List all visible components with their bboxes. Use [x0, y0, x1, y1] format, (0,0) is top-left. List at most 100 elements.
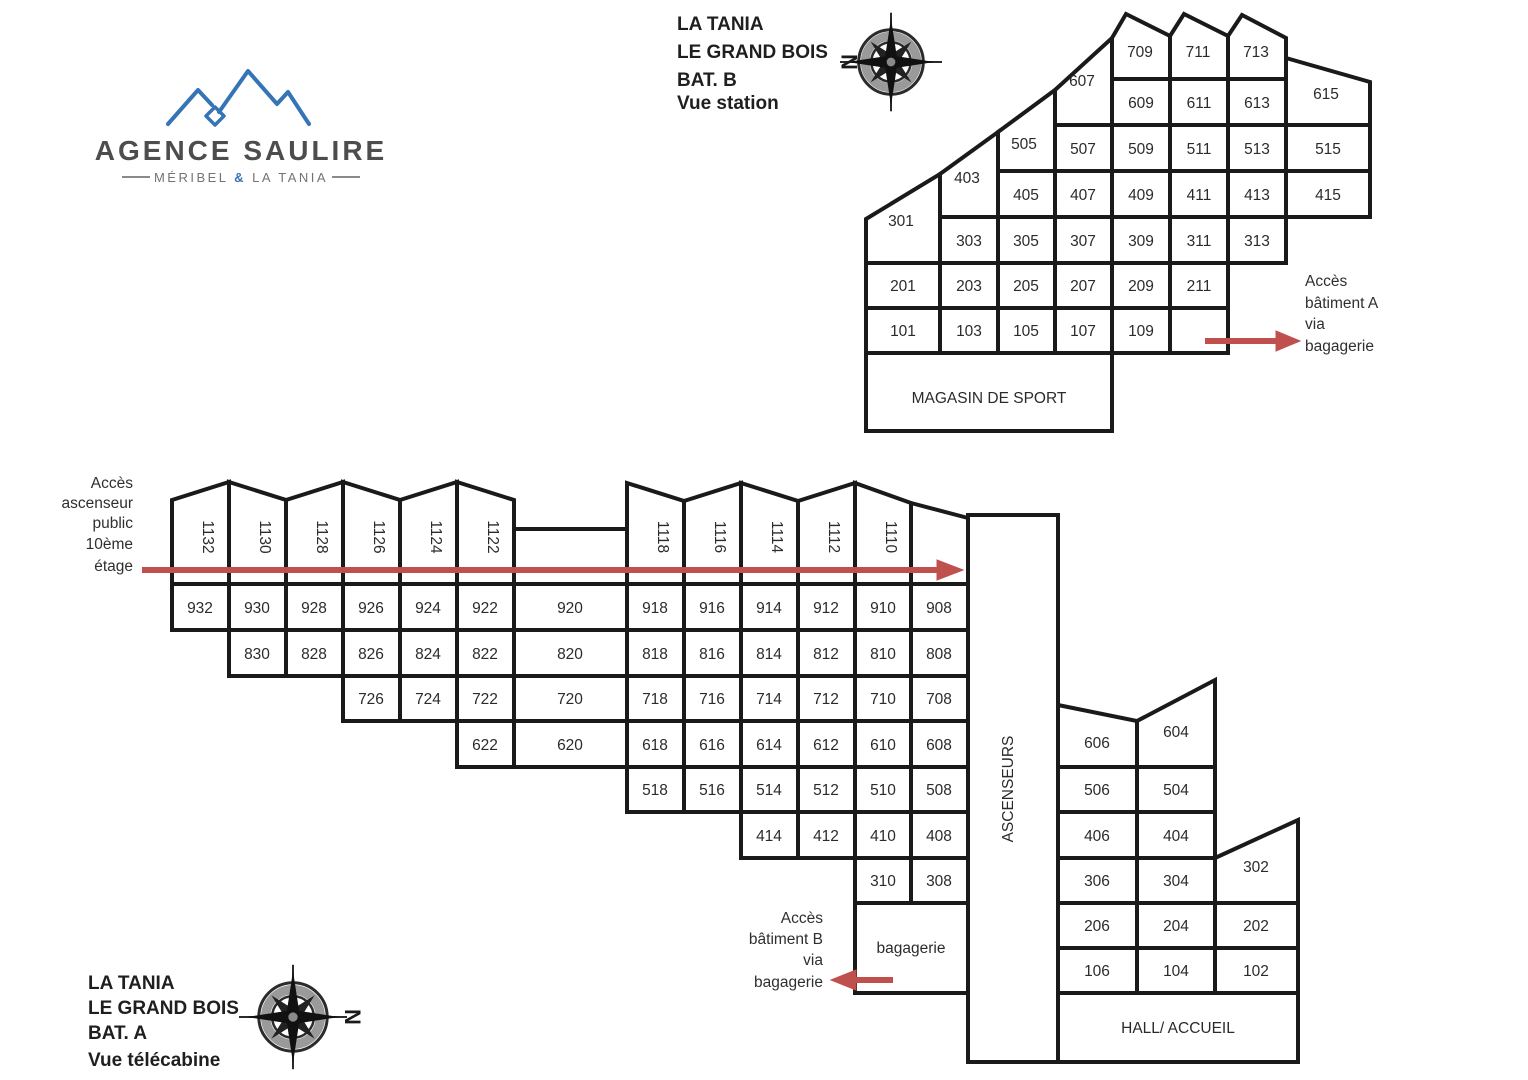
building-b-title-line2: LE GRAND BOIS	[677, 42, 828, 63]
room-718-label: 718	[642, 691, 668, 708]
room-411-label: 411	[1187, 187, 1212, 204]
access-bat-a-arrow-icon	[1205, 330, 1302, 352]
room-818-label: 818	[642, 646, 668, 663]
room-926-label: 926	[358, 600, 384, 617]
room-101-label: 101	[890, 323, 916, 340]
room-609-label: 609	[1128, 95, 1154, 112]
magasin-de-sport	[864, 351, 1114, 433]
access-bat-b-note: Accès bâtiment B via bagagerie	[749, 910, 823, 991]
room-830-label: 830	[244, 646, 270, 663]
building-a-title-line2: LE GRAND BOIS	[88, 998, 239, 1019]
agency-subtitle-post: LA TANIA	[246, 170, 328, 185]
public-elevator-note-line2: ascenseur	[61, 495, 133, 512]
room-107-label: 107	[1070, 323, 1096, 340]
room-207-label: 207	[1070, 278, 1096, 295]
room-313	[1226, 215, 1288, 265]
north-letter: N	[837, 54, 862, 70]
room-914	[739, 582, 800, 632]
room-928-label: 928	[301, 600, 327, 617]
bagagerie-label: bagagerie	[877, 940, 946, 957]
room-304-label: 304	[1163, 873, 1189, 890]
room-604-label: 604	[1163, 724, 1189, 741]
building-a-title-line1: LA TANIA	[88, 973, 175, 994]
access-bat-a-note-line3: via	[1305, 316, 1325, 333]
room-205-label: 205	[1013, 278, 1039, 295]
room-932-label: 932	[187, 600, 213, 617]
room-409-label: 409	[1128, 187, 1154, 204]
room-109-label: 109	[1128, 323, 1154, 340]
ascenseurs-tower-label: ASCENSEURS	[1000, 736, 1017, 843]
building-a-title: LA TANIA LE GRAND BOIS BAT. A Vue téléca…	[88, 973, 239, 1071]
room-808-label: 808	[926, 646, 952, 663]
room-412	[796, 810, 857, 860]
room-622-label: 622	[472, 737, 498, 754]
room-816-label: 816	[699, 646, 725, 663]
room-209-label: 209	[1128, 278, 1154, 295]
agency-subtitle: MÉRIBEL & LA TANIA	[154, 170, 328, 185]
access-bat-b-note-line3: via	[803, 952, 823, 969]
room-203-label: 203	[956, 278, 982, 295]
room-202	[1213, 901, 1300, 950]
room-515	[1284, 123, 1372, 173]
room-204-label: 204	[1163, 918, 1189, 935]
mountain-logo-icon	[166, 69, 311, 127]
room-1130-label: 1130	[256, 520, 273, 554]
room-313-label: 313	[1244, 233, 1270, 250]
room-516	[682, 765, 743, 814]
room-1112-label: 1112	[825, 521, 842, 553]
room-211	[1168, 261, 1230, 310]
room-616-label: 616	[699, 737, 725, 754]
access-bat-b-note-line1: Accès	[781, 910, 823, 927]
room-103-label: 103	[956, 323, 982, 340]
room-413-label: 413	[1244, 187, 1270, 204]
room-403-label: 403	[954, 170, 980, 187]
room-612	[796, 719, 857, 769]
room-516-label: 516	[699, 782, 725, 799]
room-824	[398, 628, 459, 678]
room-415-label: 415	[1315, 187, 1341, 204]
room-826-label: 826	[358, 646, 384, 663]
room-104-label: 104	[1163, 963, 1189, 980]
room-814-label: 814	[756, 646, 782, 663]
access-bat-b-arrow-icon	[829, 969, 893, 991]
room-409	[1110, 169, 1172, 219]
room-506-label: 506	[1084, 782, 1110, 799]
room-405-label: 405	[1013, 187, 1039, 204]
room-1110-label: 1110	[882, 521, 899, 554]
room-508-label: 508	[926, 782, 952, 799]
compass-icon-north-right: N	[239, 964, 365, 1070]
room-714-label: 714	[756, 691, 782, 708]
room-505-label: 505	[1011, 136, 1037, 153]
room-606-label: 606	[1084, 735, 1110, 752]
room-709-label: 709	[1127, 44, 1153, 61]
public-elevator-note-line4: 10ème	[86, 536, 133, 553]
room-404-label: 404	[1163, 828, 1189, 845]
room-308-label: 308	[926, 873, 952, 890]
room-509-label: 509	[1128, 141, 1154, 158]
room-308	[909, 856, 970, 905]
agency-subtitle-amp: &	[234, 170, 246, 185]
room-505	[996, 86, 1057, 173]
room-504-label: 504	[1163, 782, 1189, 799]
room-914-label: 914	[756, 600, 782, 617]
room-924-label: 924	[415, 600, 441, 617]
public-elevator-note-line1: Accès	[91, 475, 133, 492]
room-710-label: 710	[870, 691, 896, 708]
room-1114-label: 1114	[768, 521, 785, 554]
building-b-title-line4: Vue station	[677, 93, 779, 114]
room-918-label: 918	[642, 600, 668, 617]
room-722-label: 722	[472, 691, 498, 708]
room-512	[796, 765, 857, 814]
room-303	[938, 215, 1000, 265]
room-414	[739, 810, 800, 860]
room-307-label: 307	[1070, 233, 1096, 250]
room-912-label: 912	[813, 600, 839, 617]
room-820-label: 820	[557, 646, 583, 663]
building-b-title: LA TANIA LE GRAND BOIS BAT. B Vue statio…	[677, 14, 828, 114]
room-608-label: 608	[926, 737, 952, 754]
room-916-label: 916	[699, 600, 725, 617]
room-311	[1168, 215, 1230, 265]
room-620-label: 620	[557, 737, 583, 754]
room-816	[682, 628, 743, 678]
building-b-title-line1: LA TANIA	[677, 14, 764, 35]
